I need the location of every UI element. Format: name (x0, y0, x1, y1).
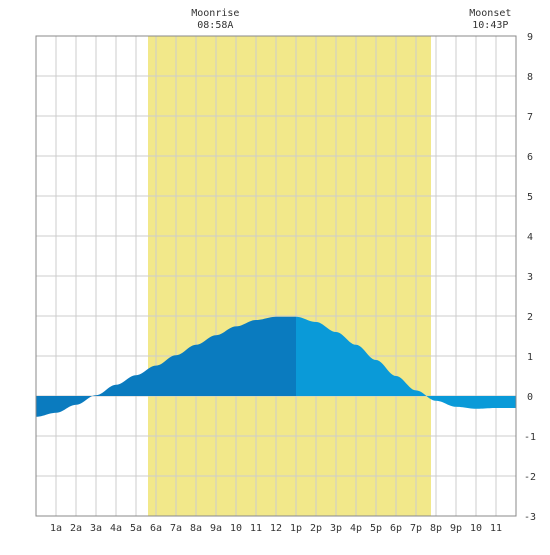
x-tick-labels: 1a 2a 3a 4a 5a 6a 7a 8a 9a 10 11 12 1p 2p 3p 4p 5p 6p 7p 8p… (50, 523, 502, 534)
x-tick-label: 10 (470, 523, 482, 534)
moonrise-label: Moonrise (191, 8, 239, 19)
x-tick-label: 6p (390, 523, 402, 534)
y-tick-label: 4 (527, 232, 533, 243)
y-tick-label: -2 (524, 472, 536, 483)
x-tick-label: 7a (170, 523, 182, 534)
tide-area-after-marker (296, 316, 516, 409)
x-tick-label: 5a (130, 523, 142, 534)
x-tick-label: 3a (90, 523, 102, 534)
x-tick-label: 5p (370, 523, 382, 534)
x-tick-label: 11 (490, 523, 502, 534)
y-tick-label: 5 (527, 192, 533, 203)
moonset-time: 10:43P (472, 20, 508, 31)
y-tick-label: 3 (527, 272, 533, 283)
plot-border (35, 35, 517, 517)
x-tick-label: 8a (190, 523, 202, 534)
x-tick-label: 9a (210, 523, 222, 534)
y-tick-label: 1 (527, 352, 533, 363)
x-tick-label: 6a (150, 523, 162, 534)
x-tick-label: 1p (290, 523, 302, 534)
y-tick-label: 7 (527, 112, 533, 123)
x-tick-label: 8p (430, 523, 442, 534)
x-tick-label: 7p (410, 523, 422, 534)
tide-area-before-marker (36, 316, 296, 417)
x-tick-label: 2p (310, 523, 322, 534)
y-tick-label: 8 (527, 72, 533, 83)
x-tick-label: 9p (450, 523, 462, 534)
x-tick-label: 4a (110, 523, 122, 534)
x-tick-label: 12 (270, 523, 282, 534)
y-tick-label: 6 (527, 152, 533, 163)
x-tick-label: 2a (70, 523, 82, 534)
x-tick-label: 11 (250, 523, 262, 534)
x-tick-label: 10 (230, 523, 242, 534)
y-tick-label: 9 (527, 32, 533, 43)
y-tick-label: -1 (524, 432, 536, 443)
moonrise-time: 08:58A (197, 20, 233, 31)
y-tick-labels: 9 8 7 6 5 4 3 2 1 0 -1 -2 -3 (524, 32, 536, 523)
x-tick-label: 4p (350, 523, 362, 534)
moonset-label: Moonset (469, 8, 511, 19)
x-tick-label: 3p (330, 523, 342, 534)
y-tick-label: 0 (527, 392, 533, 403)
y-tick-label: -3 (524, 512, 536, 523)
x-tick-label: 1a (50, 523, 62, 534)
y-tick-label: 2 (527, 312, 533, 323)
